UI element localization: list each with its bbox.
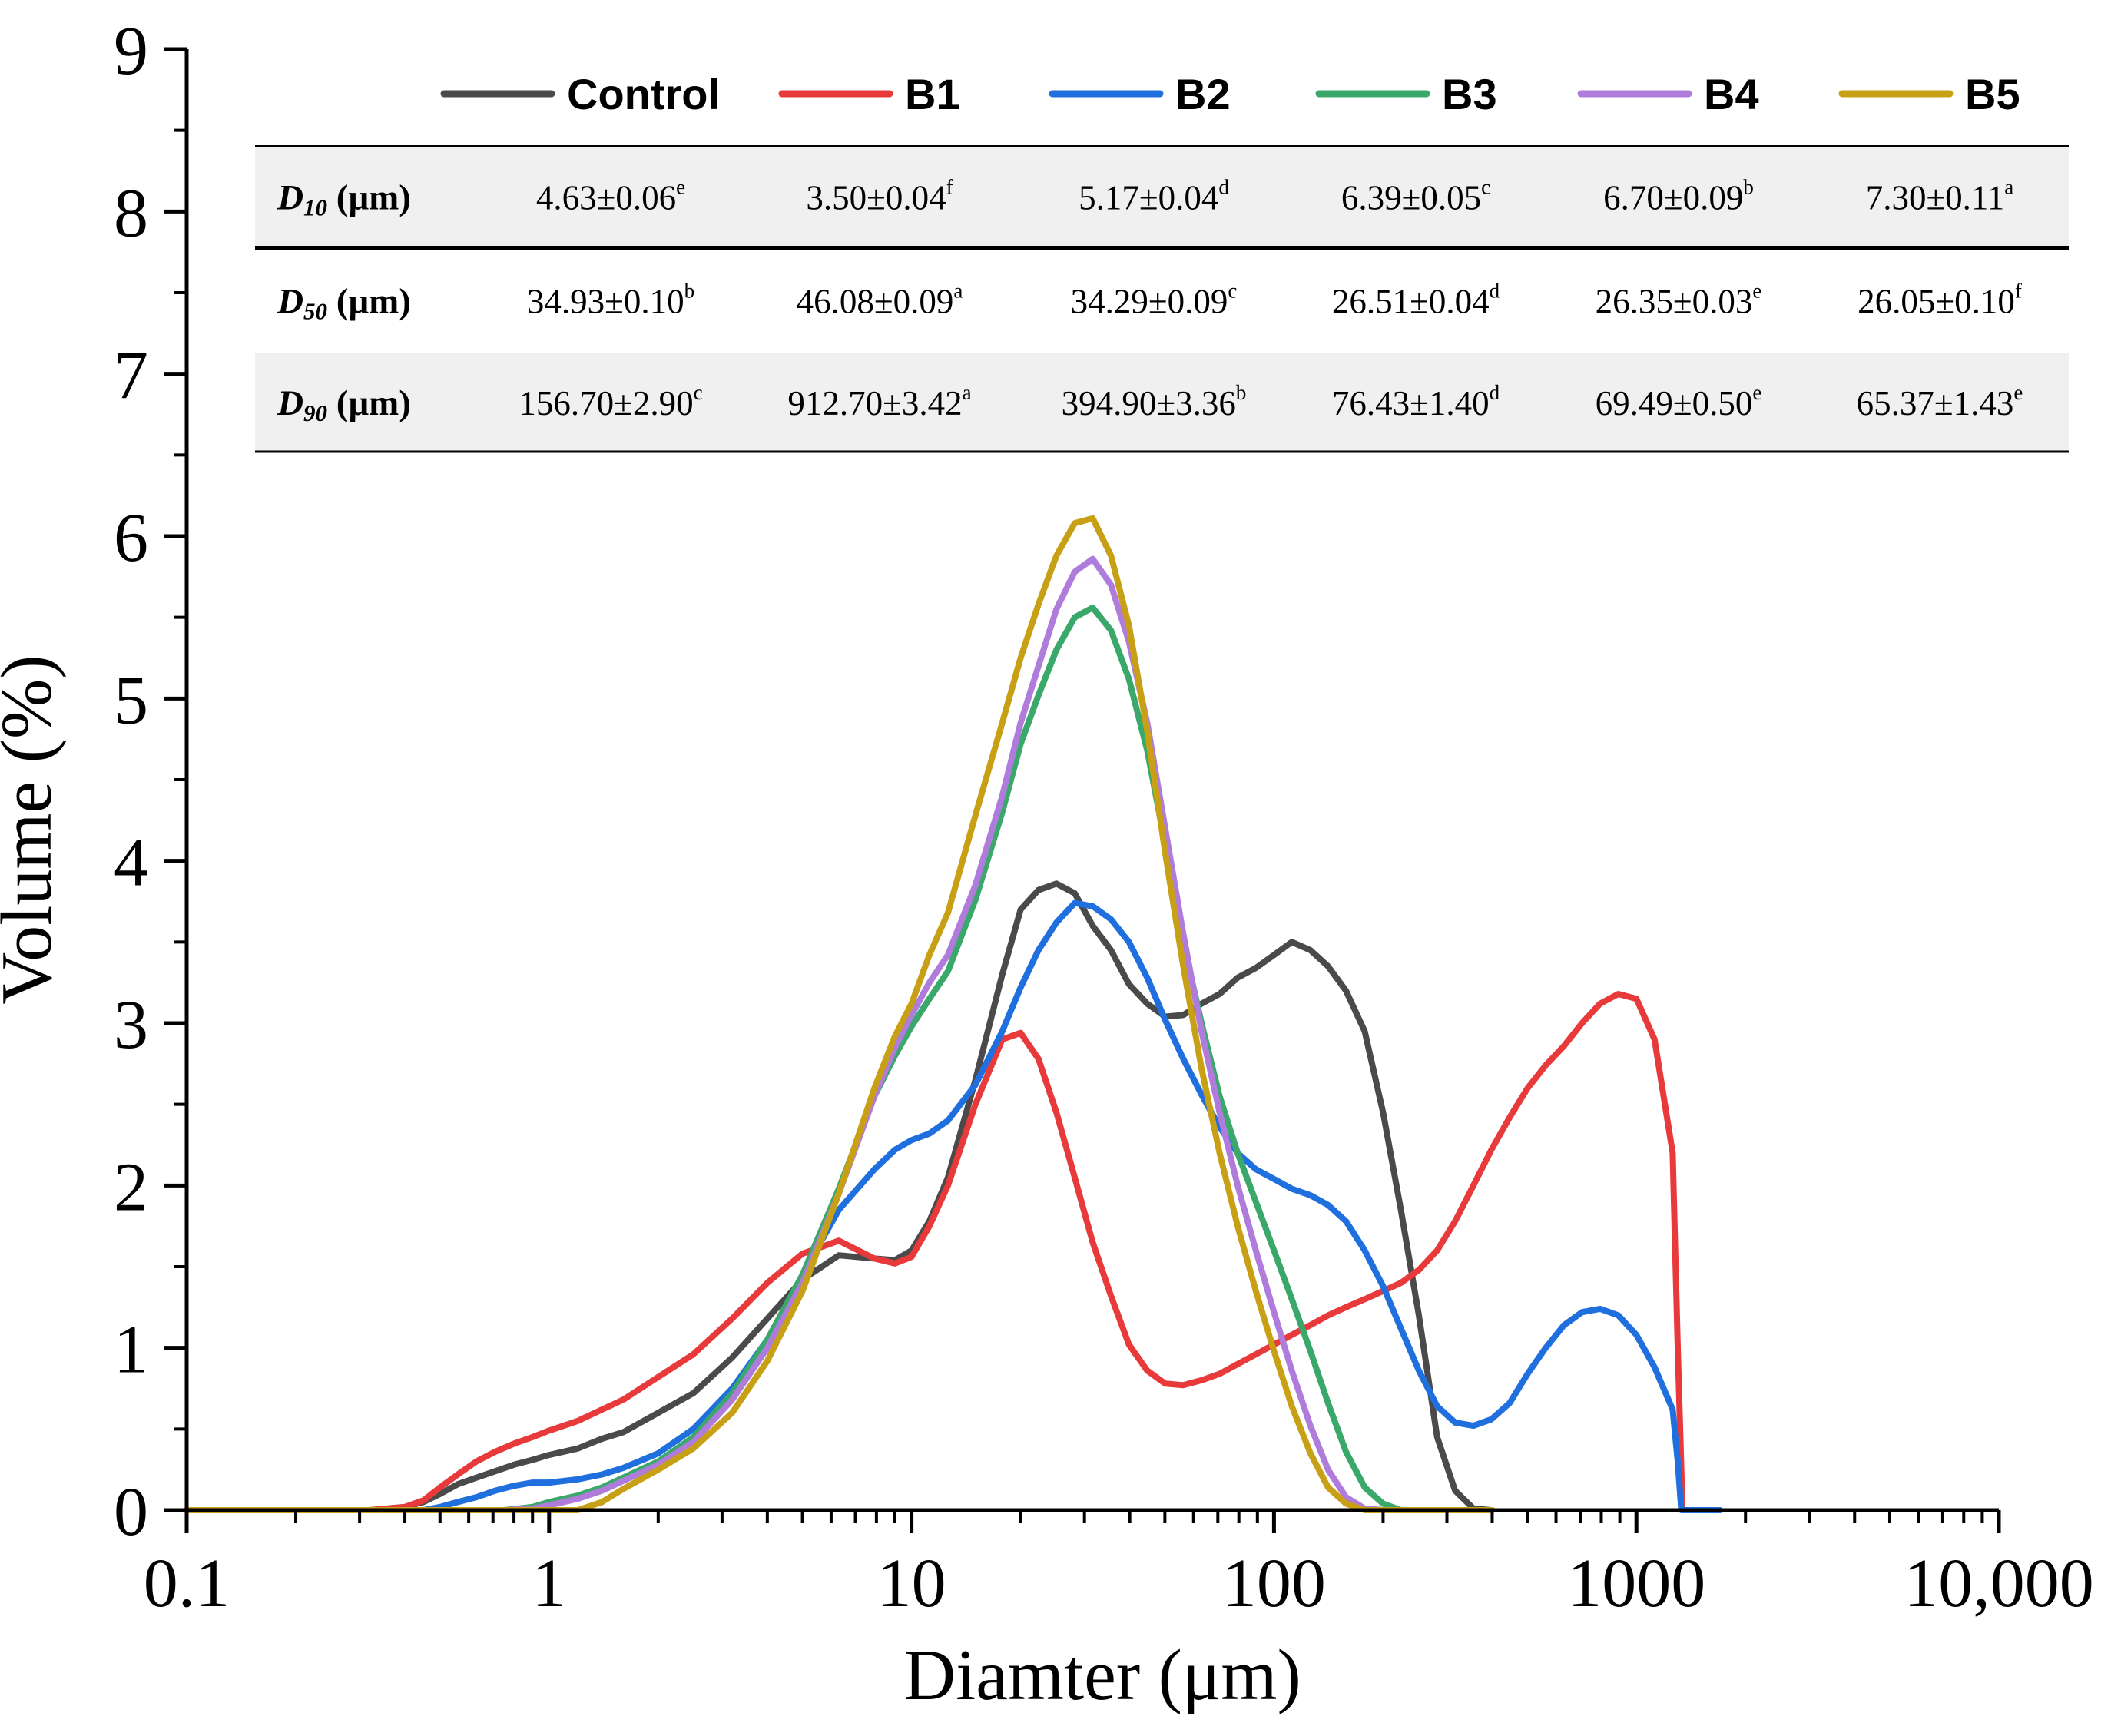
x-tick-label: 1 — [532, 1546, 566, 1622]
table-cell: 26.51±0.04d — [1332, 280, 1500, 321]
series-line-control — [184, 880, 1495, 1513]
legend-label: B5 — [1965, 70, 2020, 118]
y-tick-label: 7 — [114, 338, 148, 414]
table-cell: 65.37±1.43e — [1857, 381, 2023, 422]
table-cell: 4.63±0.06e — [536, 176, 685, 217]
series-line-b5 — [184, 515, 1496, 1513]
x-axis-title: Diamter (μm) — [903, 1635, 1301, 1715]
table-cell: 394.90±3.36b — [1062, 381, 1247, 422]
table-cell: 156.70±2.90c — [519, 381, 702, 422]
y-tick-label: 6 — [114, 500, 148, 576]
table-cell: 34.93±0.10b — [527, 280, 694, 321]
statistics-table: D10 (μm) 4.63±0.06e 3.50±0.04f 5.17±0.04d 6.… — [255, 145, 2069, 453]
table-cell: 3.50±0.04f — [806, 176, 953, 217]
table-row-bg — [255, 248, 2069, 353]
table-cell: 69.49±0.50e — [1596, 381, 1762, 422]
x-tick-label: 1000 — [1567, 1546, 1705, 1622]
y-axis-title: Volume (%) — [0, 654, 67, 1004]
table-cell: 6.70±0.09b — [1603, 176, 1754, 217]
table-row-label: D10 (μm) — [277, 178, 411, 221]
series-line-b4 — [184, 555, 1496, 1513]
table-row-label: D90 (μm) — [277, 383, 411, 426]
y-tick-label: 2 — [114, 1149, 148, 1225]
y-tick-label: 9 — [114, 13, 148, 89]
table-cell: 34.29±0.09c — [1071, 280, 1238, 321]
y-tick-label: 1 — [114, 1312, 148, 1388]
table-row-bg — [255, 353, 2069, 452]
series-line-b2 — [184, 899, 1723, 1513]
table-cell: 5.17±0.04d — [1079, 176, 1229, 217]
legend-label: B1 — [905, 70, 960, 118]
x-tick-label: 10,000 — [1904, 1546, 2094, 1622]
legend: Control B1 B2 B3 B4 B5 — [440, 70, 2020, 118]
x-tick-label: 0.1 — [144, 1546, 230, 1622]
y-tick-label: 3 — [114, 987, 148, 1063]
axes: 0.1 1 10 100 1000 10,000 0 1 2 3 4 5 6 7 8 9 — [114, 13, 2094, 1622]
table-row-bg — [255, 146, 2069, 248]
table-cell: 46.08±0.09a — [797, 280, 963, 321]
y-tick-label: 5 — [114, 662, 148, 738]
legend-label: Control — [567, 70, 720, 118]
legend-label: B4 — [1704, 70, 1759, 118]
table-cell: 26.05±0.10f — [1858, 280, 2022, 321]
legend-label: B3 — [1442, 70, 1497, 118]
y-tick-label: 4 — [114, 825, 148, 901]
x-tick-label: 10 — [877, 1546, 946, 1622]
table-cell: 26.35±0.03e — [1596, 280, 1762, 321]
legend-label: B2 — [1175, 70, 1231, 118]
table-cell: 6.39±0.05c — [1341, 176, 1490, 217]
series-layer — [184, 515, 1723, 1513]
table-cell: 76.43±1.40d — [1332, 381, 1500, 422]
y-tick-label: 0 — [114, 1474, 148, 1550]
table-cell: 7.30±0.11a — [1866, 176, 2014, 217]
y-tick-label: 8 — [114, 175, 148, 251]
table-cell: 912.70±3.42a — [787, 381, 971, 422]
table-row-label: D50 (μm) — [277, 282, 411, 325]
x-tick-label: 100 — [1222, 1546, 1326, 1622]
series-line-b1 — [184, 991, 1723, 1513]
